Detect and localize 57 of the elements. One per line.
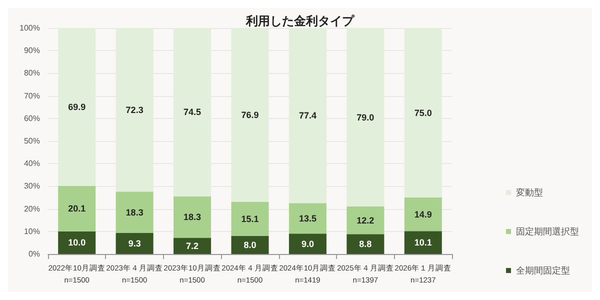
bar [288,203,326,234]
y-tick-label: 50% [24,136,40,146]
bar [404,198,442,232]
bar [116,28,154,192]
data-label: 10.1 [414,238,432,248]
data-label: 15.1 [241,214,259,224]
data-label: 77.4 [298,110,316,121]
data-label: 10.0 [68,238,86,248]
bar [288,234,326,254]
bar [346,234,384,254]
y-tick-label: 10% [24,226,40,236]
y-tick-label: 100% [20,24,40,32]
data-label: 8.0 [244,240,256,250]
chart-title: 利用した金利タイプ [245,14,355,28]
data-label: 13.5 [298,213,316,224]
bar [404,231,442,254]
bar [58,231,96,254]
y-tick-label: 60% [24,114,40,123]
bar [174,28,212,196]
bar [58,28,96,186]
data-label: 72.3 [126,104,144,115]
data-label: 20.1 [68,204,86,214]
y-tick-label: 90% [24,46,40,56]
bar [116,232,154,254]
data-label: 76.9 [241,110,259,120]
legend-label: 全期間固定型 [516,266,570,276]
data-label: 7.2 [186,240,199,251]
bar [58,186,96,232]
bar [288,28,326,204]
data-label: 18.3 [184,212,202,222]
data-label: 18.3 [126,207,144,218]
y-tick-label: 20% [24,204,40,214]
bar [404,28,442,198]
y-tick-label: 40% [24,159,40,168]
data-label: 14.9 [414,209,432,220]
y-tick-label: 70% [24,91,40,100]
data-label: 8.8 [359,239,372,250]
y-tick-label: 30% [24,182,40,191]
data-label: 69.9 [68,102,86,112]
data-label: 12.2 [356,215,374,226]
data-label: 9.0 [301,238,314,249]
y-tick-label: 80% [24,68,40,78]
data-label: 74.5 [184,107,202,118]
bar [231,202,269,236]
y-tick-label: 0% [28,250,40,258]
data-label: 9.3 [128,238,141,248]
bar [346,206,384,234]
data-label: 79.0 [356,112,374,122]
bar [231,236,269,254]
bar [346,28,384,207]
bar [116,192,154,233]
bar [231,28,269,202]
data-label: 75.0 [414,108,432,118]
bar [174,196,212,238]
legend-label: 固定期間選択型 [516,226,579,236]
legend-label: 変動型 [516,188,543,198]
bar [174,238,212,254]
